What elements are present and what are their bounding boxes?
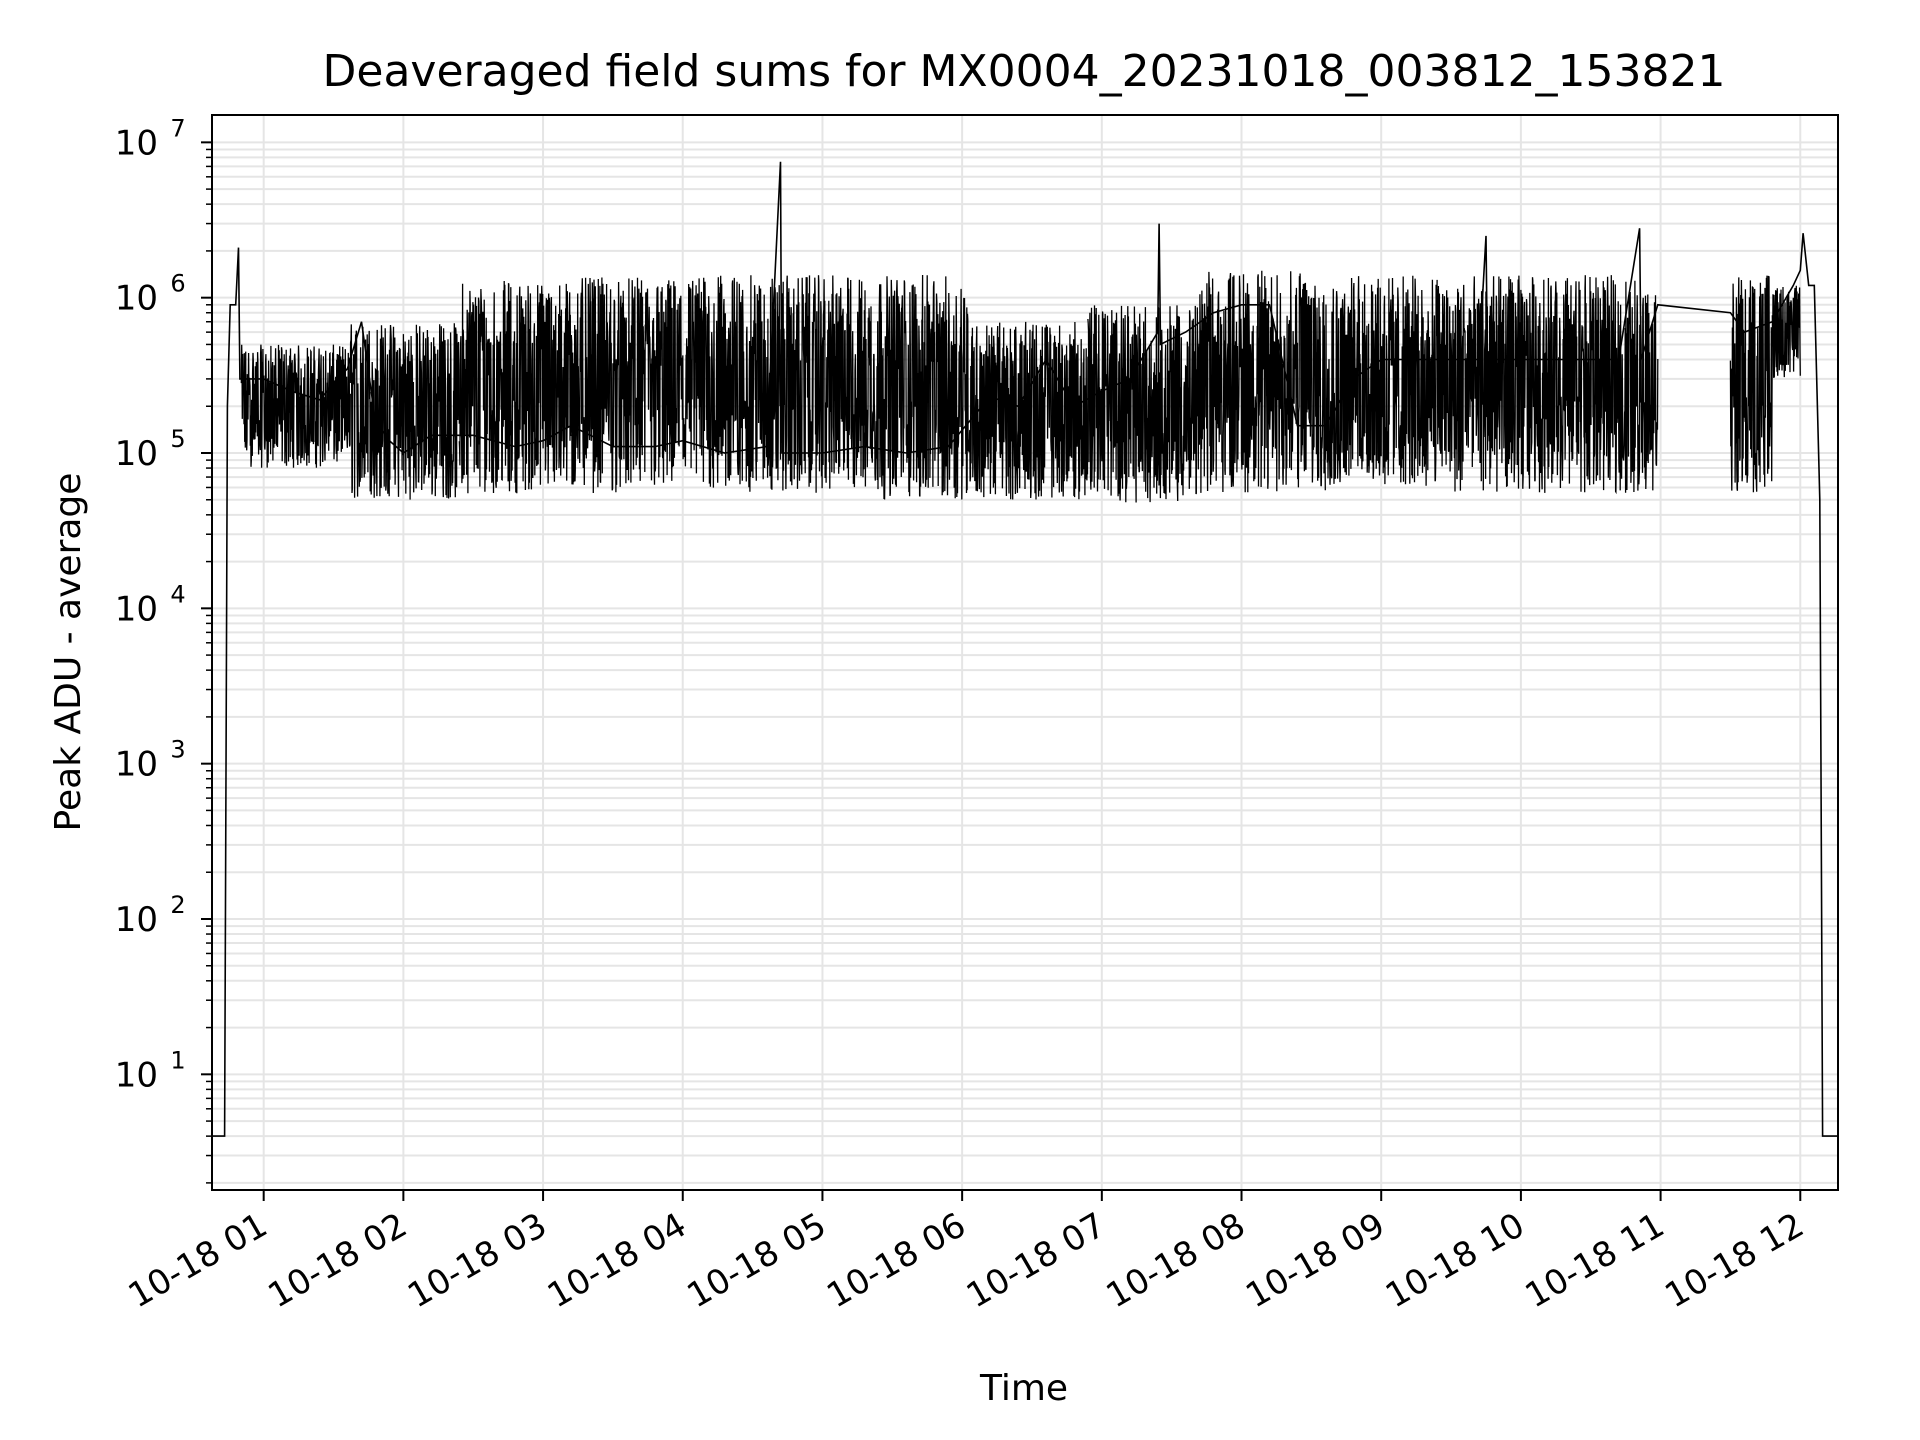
series-band (349, 323, 460, 500)
series-band (675, 275, 866, 493)
data-layer (212, 161, 1838, 1137)
y-tick-exponent: 4 (170, 580, 185, 608)
series-band (968, 321, 1089, 500)
y-tick-exponent: 7 (170, 114, 185, 142)
y-tick-label: 10 (115, 279, 158, 319)
y-tick-label: 10 (115, 123, 158, 163)
x-axis-label: Time (979, 1368, 1068, 1409)
series-band (1087, 305, 1201, 503)
series-band (863, 274, 970, 500)
y-tick-exponent: 6 (170, 270, 185, 298)
series-band (1436, 275, 1659, 495)
y-tick-exponent: 5 (170, 425, 185, 453)
series-band (240, 344, 351, 468)
y-tick-label: 10 (115, 745, 158, 785)
y-axis-label: Peak ADU - average (48, 473, 89, 832)
y-tick-label: 10 (115, 434, 158, 474)
series-band (570, 277, 677, 494)
chart-title: Deaveraged field sums for MX0004_2023101… (323, 46, 1726, 97)
grid-layer (212, 115, 1838, 1190)
series-band (1324, 275, 1438, 486)
y-tick-label: 10 (115, 589, 158, 629)
series-band (458, 280, 572, 494)
series-band (1729, 275, 1773, 493)
y-tick-exponent: 1 (170, 1046, 185, 1074)
plot-frame (211, 114, 1839, 1191)
y-tick-exponent: 3 (170, 736, 185, 764)
series-band (1771, 285, 1801, 378)
y-tick-exponent: 2 (170, 891, 185, 919)
y-tick-label: 10 (115, 900, 158, 940)
series-band (1198, 270, 1326, 493)
y-tick-label: 10 (115, 1055, 158, 1095)
